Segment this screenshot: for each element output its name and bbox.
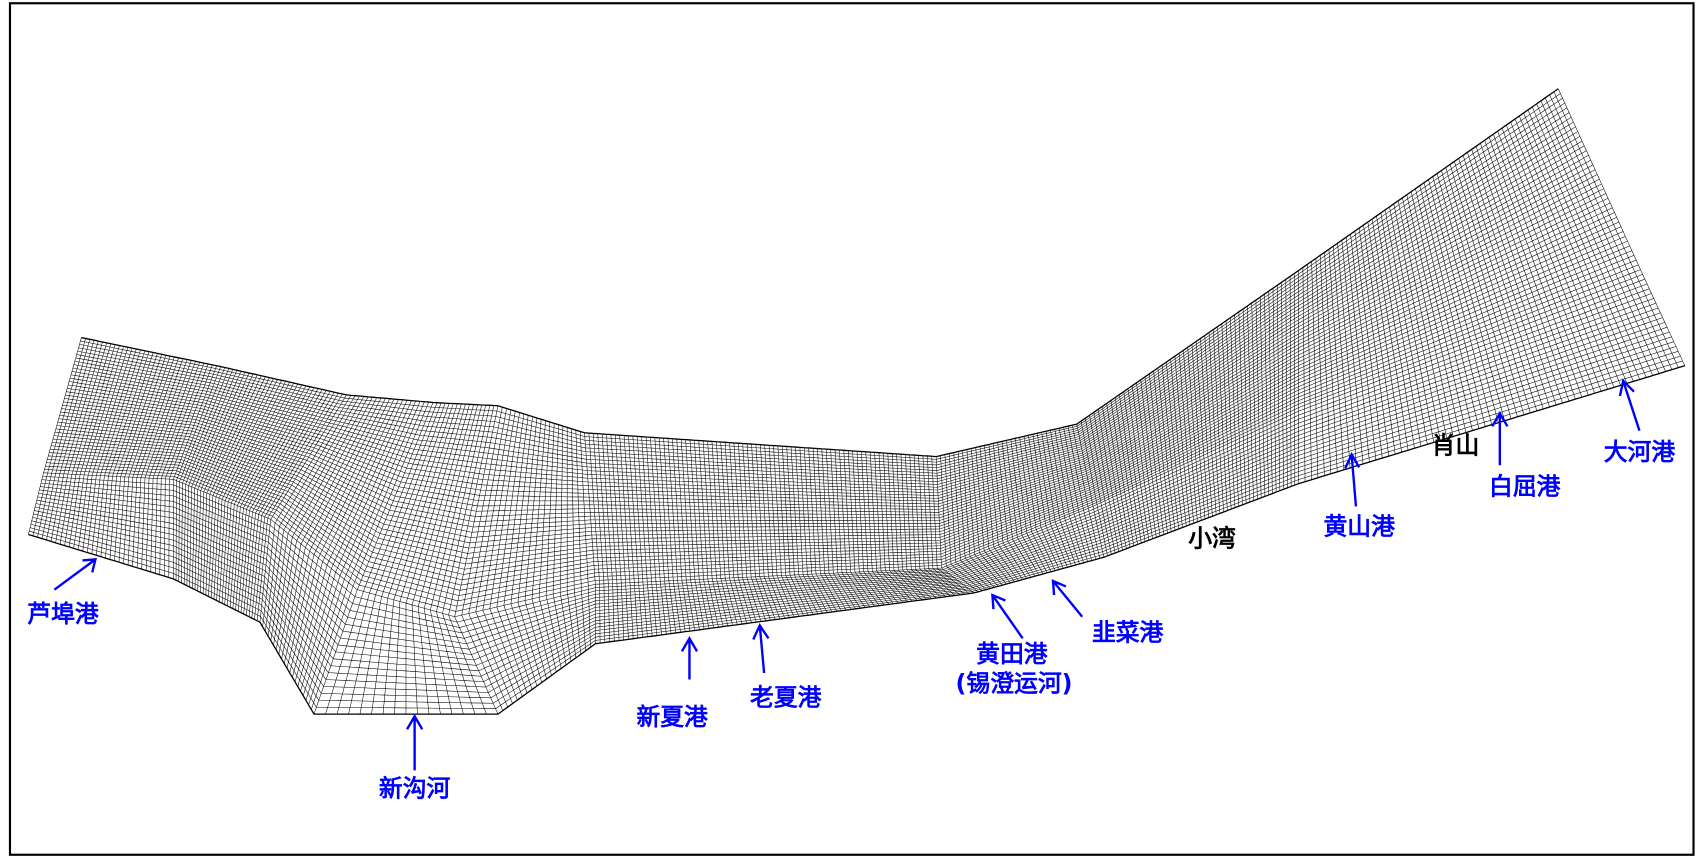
page: 芦埠港 新沟河 新夏港 老夏港 黄田港 (锡澄运河) 韭菜港 小湾 黄山港 肖山… (0, 0, 1697, 858)
frame (10, 3, 1694, 855)
label: 白屈港 (1489, 472, 1561, 500)
diagram: 芦埠港 新沟河 新夏港 老夏港 黄田港 (锡澄运河) 韭菜港 小湾 黄山港 肖山… (0, 0, 1697, 858)
label: 大河港 (1604, 438, 1676, 466)
label: 芦埠港 (27, 600, 99, 628)
label: 新夏港 (636, 703, 708, 731)
label: 黄山港 (1323, 513, 1395, 541)
label: 小湾 (1188, 524, 1236, 552)
label: (锡澄运河) (956, 669, 1073, 697)
label: 新沟河 (379, 774, 451, 802)
label: 肖山 (1432, 431, 1480, 459)
label: 老夏港 (750, 683, 822, 711)
label: 黄田港 (976, 640, 1048, 668)
label: 韭菜港 (1092, 619, 1164, 647)
